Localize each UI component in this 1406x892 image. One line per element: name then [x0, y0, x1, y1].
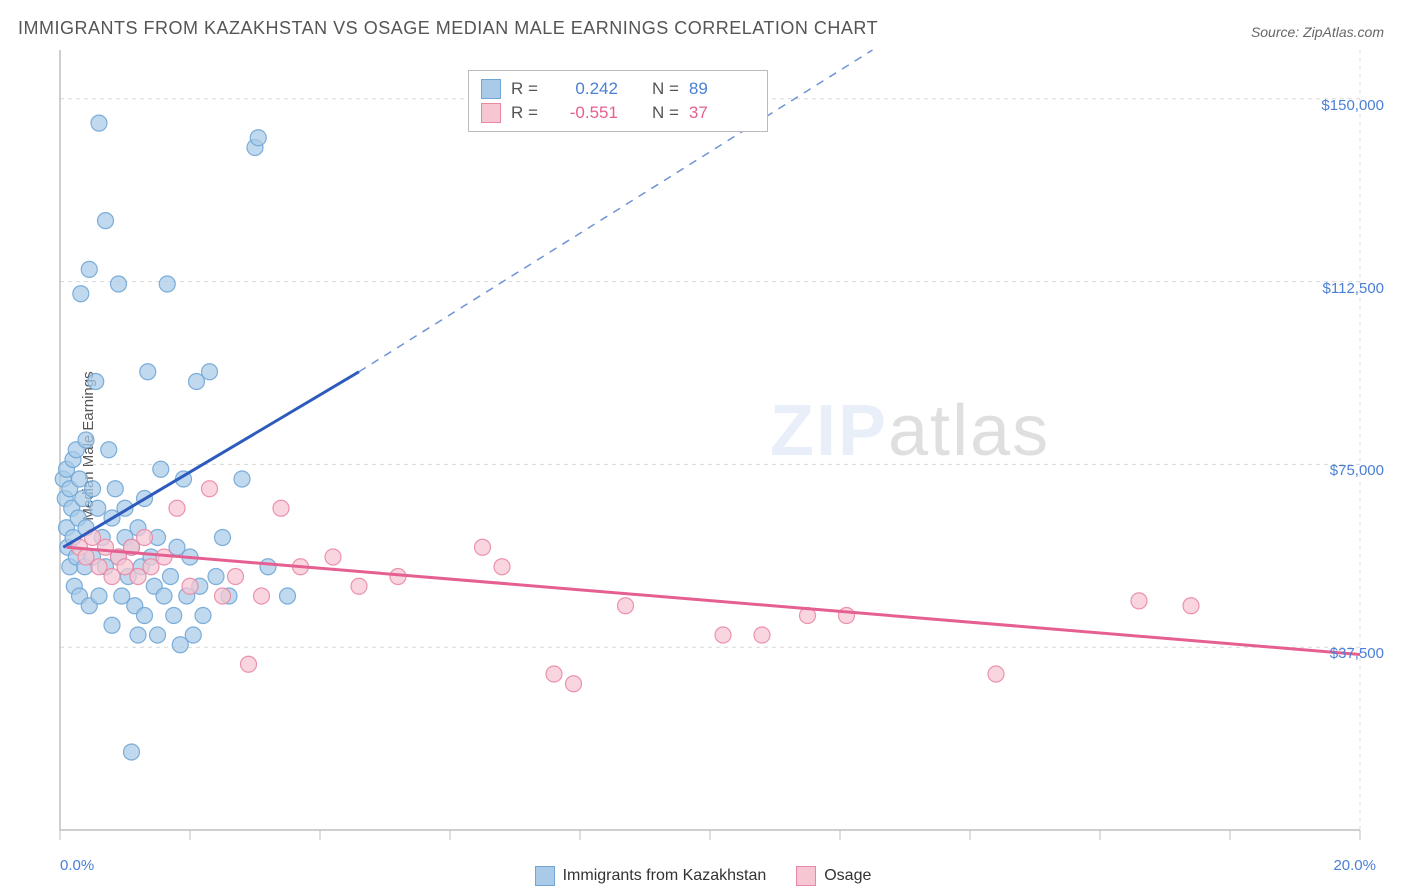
- legend-item: Immigrants from Kazakhstan: [535, 866, 767, 886]
- n-label: N =: [652, 103, 679, 123]
- y-tick-label: $112,500: [1323, 280, 1384, 297]
- r-value: -0.551: [548, 103, 618, 123]
- legend-swatch: [535, 866, 555, 886]
- r-label: R =: [511, 103, 538, 123]
- legend-label: Osage: [824, 867, 871, 885]
- legend-item: Osage: [796, 866, 871, 886]
- y-tick-label: $75,000: [1330, 462, 1384, 479]
- scatter-plot-svg: [0, 0, 1406, 892]
- legend-swatch: [796, 866, 816, 886]
- legend: Immigrants from Kazakhstan Osage: [0, 866, 1406, 886]
- y-tick-label: $150,000: [1321, 97, 1384, 114]
- series-swatch: [481, 103, 501, 123]
- n-value: 37: [689, 103, 708, 123]
- correlation-row: R = -0.551 N = 37: [481, 101, 755, 125]
- correlation-stats-box: R = 0.242 N = 89 R = -0.551 N = 37: [468, 70, 768, 132]
- y-tick-label: $37,500: [1330, 645, 1384, 662]
- legend-label: Immigrants from Kazakhstan: [563, 867, 767, 885]
- n-value: 89: [689, 79, 708, 99]
- n-label: N =: [652, 79, 679, 99]
- series-swatch: [481, 79, 501, 99]
- correlation-row: R = 0.242 N = 89: [481, 77, 755, 101]
- r-label: R =: [511, 79, 538, 99]
- r-value: 0.242: [548, 79, 618, 99]
